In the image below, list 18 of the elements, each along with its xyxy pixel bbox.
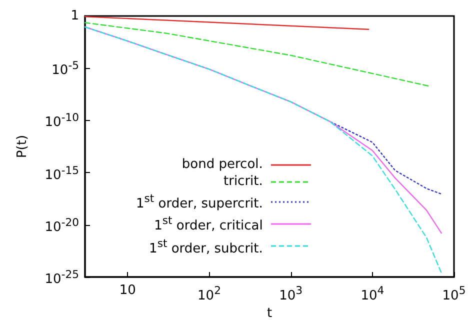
y-tick-label: 1 [70, 8, 79, 24]
y-tick-label: 10$^{-20}$ [44, 214, 79, 235]
legend-label: 1$^{st}$ order, critical [154, 213, 263, 235]
x-tick-label: 10$^{4}$ [360, 283, 384, 304]
y-tick-label: 10$^{-10}$ [44, 110, 79, 131]
legend-label: tricrit. [224, 174, 263, 190]
x-axis-title: t [266, 306, 272, 321]
y-tick-label: 10$^{-5}$ [52, 58, 79, 78]
legend-label: bond percol. [182, 157, 263, 174]
x-tick-label: 10$^{3}$ [279, 283, 303, 304]
x-tick-label: 10$^{2}$ [198, 283, 221, 304]
legend-label: 1$^{st}$ order, supercrit. [136, 191, 263, 212]
y-tick-label: 10$^{-15}$ [44, 162, 79, 183]
legend-label: 1$^{st}$ order, subcrit. [149, 236, 263, 257]
x-tick-label: 10$^{5}$ [442, 283, 466, 304]
y-axis-title: P(t) [15, 134, 30, 158]
x-tick-label: 10 [119, 283, 136, 298]
y-tick-label: 10$^{-25}$ [44, 266, 79, 288]
